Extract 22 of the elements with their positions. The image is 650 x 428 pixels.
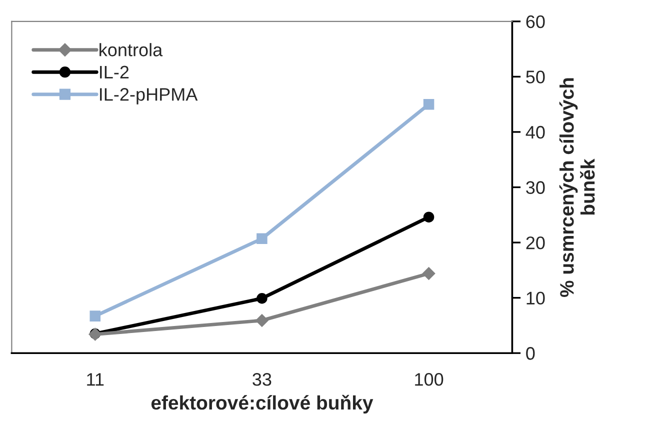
x-tick-label: 11 bbox=[87, 373, 104, 386]
point bbox=[256, 314, 268, 327]
y-tick-label: 50 bbox=[526, 70, 545, 84]
y-tick-label: 20 bbox=[526, 236, 545, 250]
point bbox=[256, 292, 268, 304]
x-tick-label: 33 bbox=[252, 373, 272, 386]
point bbox=[422, 267, 436, 280]
legend-label: IL-2-pHPMA bbox=[100, 88, 198, 104]
y-tick-label: 30 bbox=[526, 181, 545, 194]
y-tick-label: 10 bbox=[526, 292, 545, 305]
point bbox=[90, 310, 100, 322]
y-tick-label: 60 bbox=[526, 15, 545, 28]
legend-label: IL-2 bbox=[100, 66, 129, 78]
x-axis-title: efektorové:cílové buňky bbox=[151, 394, 374, 414]
y-tick-label: 0 bbox=[526, 347, 535, 360]
y-axis-title: % usmrcených cílových buněk bbox=[559, 78, 595, 297]
point bbox=[256, 233, 268, 244]
point bbox=[423, 98, 434, 110]
x-tick-label: 100 bbox=[415, 373, 444, 386]
point bbox=[423, 212, 434, 222]
y-tick-label: 40 bbox=[526, 126, 545, 139]
legend-label: kontrola bbox=[100, 43, 163, 56]
